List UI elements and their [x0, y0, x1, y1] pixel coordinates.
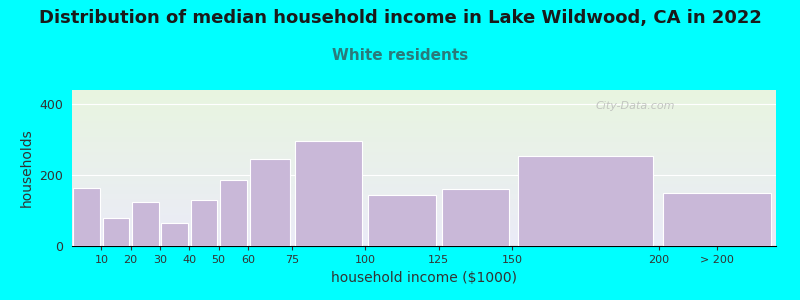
Bar [220, 180, 247, 246]
Bar [102, 218, 130, 246]
Bar [190, 200, 218, 246]
X-axis label: household income ($1000): household income ($1000) [331, 271, 517, 285]
Text: Distribution of median household income in Lake Wildwood, CA in 2022: Distribution of median household income … [38, 9, 762, 27]
Bar [250, 159, 290, 246]
Text: City-Data.com: City-Data.com [595, 101, 675, 111]
Bar [442, 189, 509, 246]
Bar [663, 193, 771, 246]
Bar [368, 195, 436, 246]
Y-axis label: households: households [19, 129, 34, 207]
Bar [161, 223, 188, 246]
Bar [132, 202, 159, 246]
Bar [73, 188, 100, 246]
Bar [518, 156, 653, 246]
Text: White residents: White residents [332, 48, 468, 63]
Bar [295, 141, 362, 246]
